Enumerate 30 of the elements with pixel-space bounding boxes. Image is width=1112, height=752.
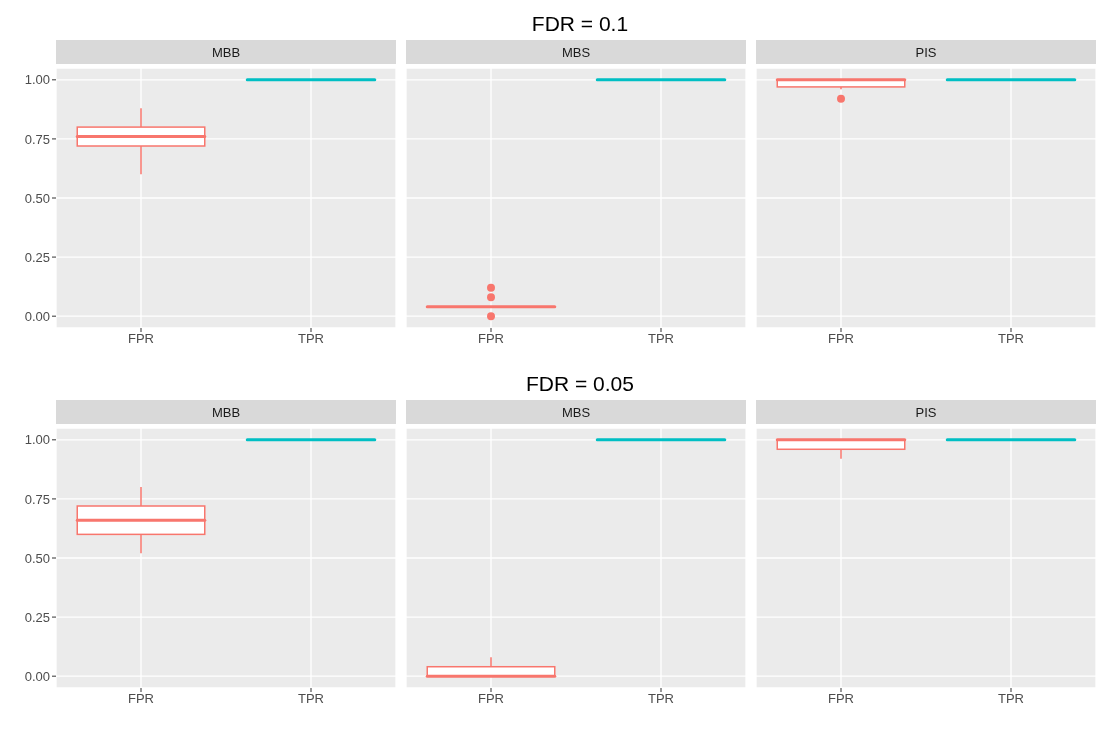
x-tick-label: FPR [478, 331, 504, 347]
x-tick-label: FPR [828, 691, 854, 707]
y-tick-label: 0.25 [24, 609, 50, 625]
y-tick-label: 0.25 [24, 249, 50, 265]
x-tick-label: FPR [128, 691, 154, 707]
y-tick-label: 0.75 [24, 491, 50, 507]
chart-title: PIS [756, 40, 1096, 64]
text: FDR = 0.05 [526, 372, 634, 396]
y-tick-label: 1.00 [24, 72, 50, 88]
chart-title: MBS [406, 400, 746, 424]
chart-title: PIS [756, 400, 1096, 424]
x-tick-label: FPR [128, 331, 154, 347]
x-tick-label: TPR [648, 331, 674, 347]
chart-title: MBB [56, 40, 396, 64]
y-tick-label: 1.00 [24, 432, 50, 448]
y-tick-label: 0.50 [24, 190, 50, 206]
y-tick-label: 0.00 [24, 308, 50, 324]
x-tick-label: FPR [828, 331, 854, 347]
chart-title: MBB [56, 400, 396, 424]
x-tick-label: TPR [298, 331, 324, 347]
x-tick-label: TPR [648, 691, 674, 707]
x-tick-label: FPR [478, 691, 504, 707]
chart-title: MBS [406, 40, 746, 64]
x-tick-label: TPR [998, 691, 1024, 707]
y-tick-label: 0.50 [24, 550, 50, 566]
y-tick-label: 0.00 [24, 668, 50, 684]
x-tick-label: TPR [298, 691, 324, 707]
x-tick-label: TPR [998, 331, 1024, 347]
y-tick-label: 0.75 [24, 131, 50, 147]
text: FDR = 0.1 [531, 12, 629, 36]
